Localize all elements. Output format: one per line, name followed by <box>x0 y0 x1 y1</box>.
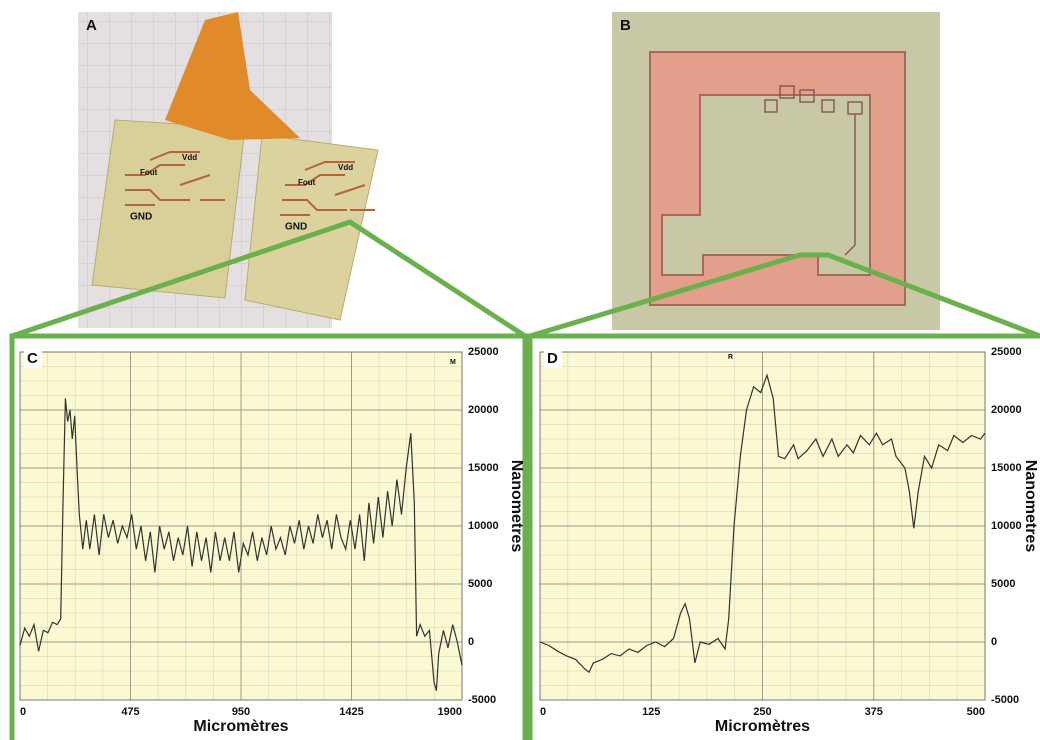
x-axis-title: Micromètres <box>193 718 288 735</box>
x-tick-label: 0 <box>20 706 26 718</box>
y-tick-label: 15000 <box>468 462 499 474</box>
connectors <box>9 219 1040 740</box>
board-text: Vdd <box>338 163 353 172</box>
x-tick-label: 0 <box>540 706 546 718</box>
y-tick-label: 10000 <box>991 520 1022 532</box>
y-tick-label: 20000 <box>468 404 499 416</box>
board-text: GND <box>130 212 152 223</box>
y-tick-label: -5000 <box>468 694 496 706</box>
y-tick-label: 5000 <box>468 578 492 590</box>
panel-label: B <box>620 17 631 34</box>
y-tick-label: 0 <box>468 636 474 648</box>
board-text: GND <box>285 222 307 233</box>
panel-label: A <box>86 17 97 34</box>
panel-label: D <box>547 350 558 367</box>
plot-border <box>539 351 986 701</box>
y-axis-title: Nanometres <box>1022 460 1039 553</box>
y-tick-label: 25000 <box>991 346 1022 358</box>
traces <box>125 151 375 216</box>
data-line <box>19 398 463 691</box>
y-tick-label: 5000 <box>991 578 1015 590</box>
y-axis-title: Nanometres <box>508 460 525 553</box>
x-tick-label: 250 <box>753 706 771 718</box>
y-tick-label: 0 <box>991 636 997 648</box>
x-tick-label: 1425 <box>339 706 363 718</box>
plot-border <box>19 351 463 701</box>
y-tick-label: 20000 <box>991 404 1022 416</box>
panel-label-bg <box>24 348 42 368</box>
board-text: Vdd <box>182 153 197 162</box>
photo-b: B <box>612 12 940 330</box>
x-tick-label: 950 <box>232 706 250 718</box>
data-line <box>539 373 986 674</box>
board-text: Fout <box>140 168 158 177</box>
annotation: R <box>728 354 733 361</box>
y-tick-label: 15000 <box>991 462 1022 474</box>
panel-label: C <box>27 350 38 367</box>
x-axis-title: Micromètres <box>715 718 810 735</box>
y-tick-label: -5000 <box>991 694 1019 706</box>
pink-frame <box>649 51 906 306</box>
y-tick-label: 25000 <box>468 346 499 358</box>
photo-a: Fout Vdd GND Fout Vdd GND A <box>78 12 379 328</box>
board-text: Fout <box>298 178 316 187</box>
annotation: M <box>450 359 456 366</box>
x-tick-label: 475 <box>121 706 139 718</box>
orange-film <box>165 12 300 140</box>
y-tick-label: 10000 <box>468 520 499 532</box>
x-tick-label: 500 <box>967 706 985 718</box>
x-tick-label: 125 <box>642 706 660 718</box>
panel-label-bg <box>544 348 562 368</box>
board <box>244 134 379 321</box>
board <box>91 119 246 299</box>
x-tick-label: 1900 <box>438 706 462 718</box>
x-tick-label: 375 <box>865 706 883 718</box>
